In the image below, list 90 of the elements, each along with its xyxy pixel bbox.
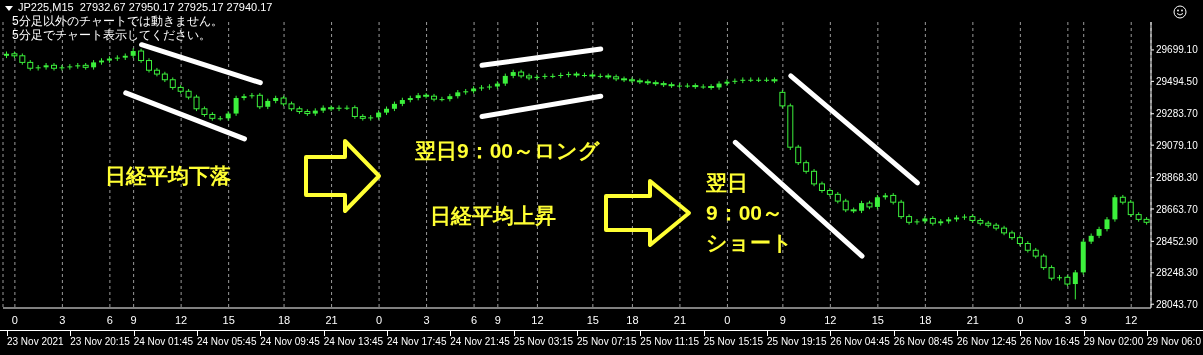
- text: 25 Nov 15:15: [703, 336, 764, 347]
- x-tick-label: 9: [494, 313, 501, 326]
- candlestick: [628, 76, 635, 84]
- candlestick: [708, 83, 715, 91]
- text: 26 Nov 12:45: [957, 336, 1017, 347]
- candlestick: [328, 104, 335, 112]
- x-tick-label: 9: [779, 313, 786, 326]
- x-tick-label: 12: [824, 313, 837, 326]
- text: 29 Nov 06:0: [1147, 336, 1201, 347]
- text: 23 Nov 20:15: [70, 336, 130, 347]
- y-tick-label: 29283.70: [1156, 108, 1199, 120]
- candlestick: [233, 95, 239, 117]
- candlestick: [241, 93, 247, 101]
- candlestick: [344, 104, 350, 111]
- candlestick: [914, 218, 920, 226]
- x-tick-label: 9: [1080, 313, 1087, 326]
- x-tick-label: 18: [626, 313, 639, 326]
- annotation: 翌日9：00～ロング: [415, 138, 601, 164]
- text: 25 Nov 19:15: [767, 336, 827, 347]
- x-tick-label: 12: [1125, 313, 1138, 326]
- candlestick: [621, 76, 628, 83]
- annotation: 5分足でチャート表示してください。: [12, 28, 211, 42]
- text: 26 Nov 16:45: [1020, 336, 1080, 347]
- text: 25 Nov 03:15: [513, 336, 574, 347]
- text: 24 Nov 09:45: [260, 336, 320, 347]
- y-tick-label: 28452.90: [1156, 235, 1199, 247]
- x-tick-label: 12: [175, 313, 188, 326]
- candlestick: [439, 96, 445, 102]
- annotation: 翌日: [706, 170, 748, 196]
- y-tick-label: 29699.10: [1156, 44, 1199, 56]
- candlestick: [447, 93, 453, 102]
- candlestick: [423, 92, 430, 99]
- candlestick: [534, 74, 540, 81]
- candlestick: [795, 144, 802, 166]
- text: 24 Nov 05:45: [196, 336, 257, 347]
- text: 24 Nov 17:45: [386, 336, 447, 347]
- x-tick-label: 3: [1064, 313, 1071, 326]
- candlestick: [1072, 269, 1078, 300]
- x-tick-label: 0: [724, 313, 731, 326]
- annotation: 9：00～: [706, 200, 784, 226]
- x-tick-label: 9: [130, 313, 137, 326]
- x-tick-label: 21: [673, 313, 687, 326]
- x-tick-label: 0: [11, 313, 18, 326]
- y-tick-label: 28043.70: [1156, 298, 1199, 310]
- candlestick: [922, 215, 928, 225]
- candlestick: [59, 64, 65, 72]
- y-tick-label: 29079.10: [1156, 139, 1199, 151]
- y-tick-label: 28868.30: [1156, 172, 1199, 184]
- candlestick: [51, 62, 57, 72]
- annotation: 日経平均下落: [105, 163, 231, 189]
- text: 29 Nov 02:00: [1083, 336, 1144, 347]
- y-tick-label: 29494.50: [1156, 75, 1199, 87]
- candlestick: [724, 78, 730, 87]
- x-tick-label: 3: [423, 313, 430, 326]
- x-tick-label: 15: [871, 313, 884, 326]
- text: 24 Nov 13:45: [323, 336, 384, 347]
- x-tick-label: 21: [325, 313, 338, 326]
- x-tick-label: 6: [471, 313, 478, 326]
- x-tick-label: 0: [1017, 313, 1024, 326]
- candlestick: [636, 78, 643, 85]
- x-tick-label: 15: [586, 313, 599, 326]
- x-tick-label: 12: [531, 313, 544, 326]
- annotation: 日経平均上昇: [430, 203, 556, 229]
- candlestick: [826, 187, 833, 198]
- text: 25 Nov 11:15: [640, 336, 700, 347]
- candlestick: [542, 73, 548, 80]
- x-tick-label: 0: [376, 313, 383, 326]
- chart-title: JP225,M15 27932.67 27950.17 27925.17 27940.17: [18, 1, 273, 13]
- y-tick-label: 28248.30: [1156, 267, 1199, 279]
- text: 25 Nov 07:15: [577, 336, 637, 347]
- candlestick: [898, 199, 905, 220]
- x-tick-label: 15: [222, 313, 235, 326]
- annotation: 5分足以外のチャートでは動きません。: [12, 14, 223, 28]
- text: 23 Nov 2021: [6, 336, 64, 347]
- x-tick-label: 21: [966, 313, 979, 326]
- y-tick-label: 28663.70: [1156, 203, 1199, 215]
- candlestick: [249, 92, 255, 99]
- text: 24 Nov 01:45: [133, 336, 194, 347]
- x-tick-label: 6: [106, 313, 113, 326]
- text: 26 Nov 04:45: [830, 336, 890, 347]
- text: 26 Nov 08:45: [893, 336, 954, 347]
- candlestick: [1112, 194, 1118, 223]
- text: 24 Nov 21:45: [450, 336, 510, 347]
- candlestick: [732, 78, 738, 85]
- annotation: ショート: [706, 230, 793, 256]
- x-tick-label: 3: [59, 313, 66, 326]
- x-tick-label: 18: [277, 313, 291, 326]
- candlestick: [43, 62, 49, 71]
- x-tick-label: 18: [919, 313, 932, 326]
- candlestick: [336, 104, 342, 112]
